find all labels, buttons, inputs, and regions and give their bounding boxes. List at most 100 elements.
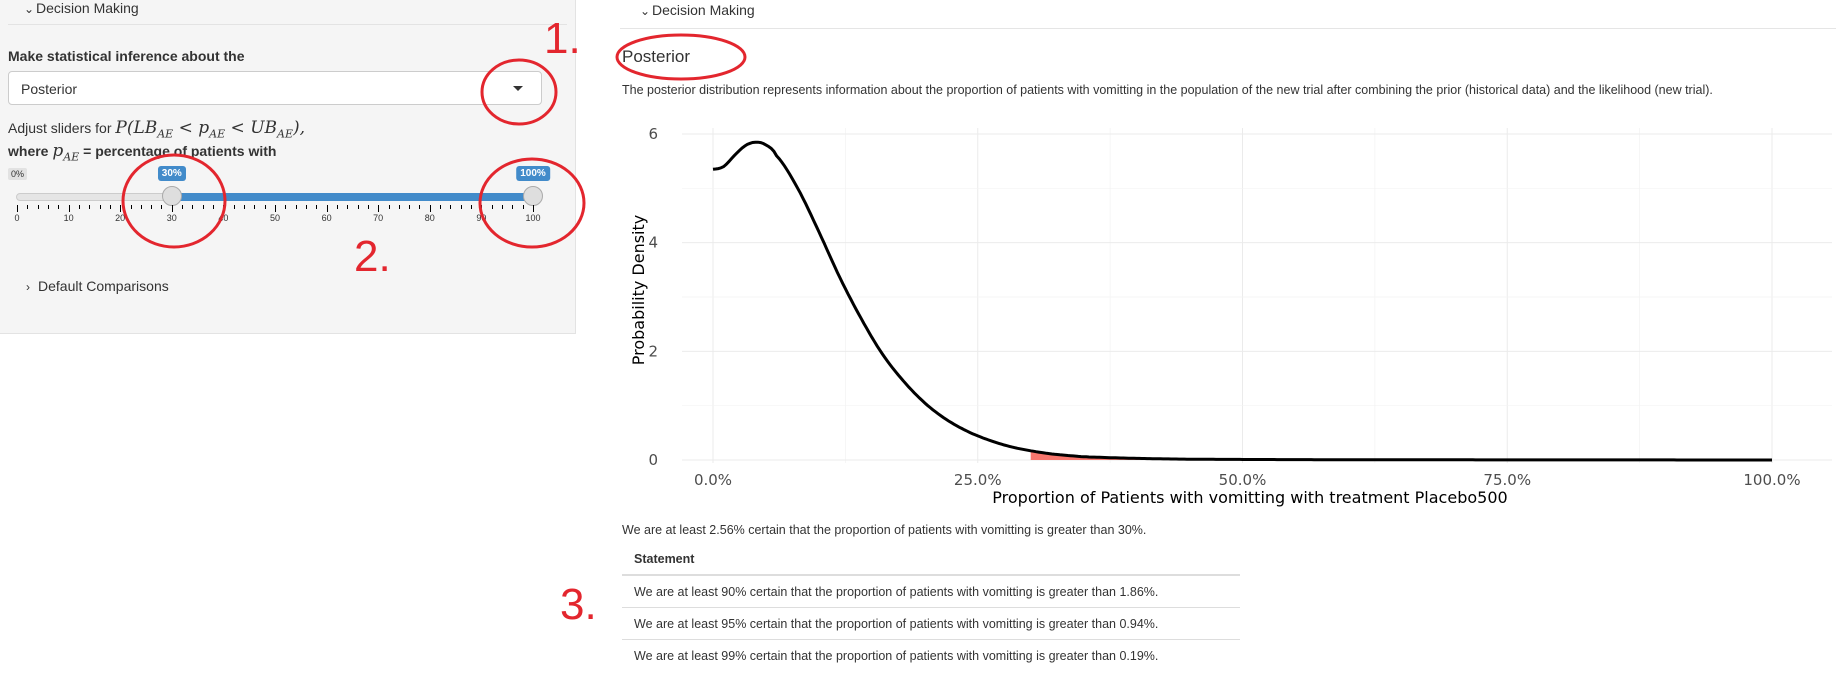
slider-tick-mark [17, 205, 18, 212]
x-tick-label: 75.0% [1483, 471, 1531, 489]
slider-tick-mark [347, 205, 349, 209]
help2-prefix: where [8, 143, 49, 159]
slider-tick-mark [491, 205, 493, 209]
x-tick-label: 0.0% [694, 471, 732, 489]
statement-cell: We are at least 99% certain that the pro… [622, 639, 1240, 671]
slider-tick-mark [109, 205, 111, 209]
caret-down-icon [513, 86, 523, 91]
slider-tick-mark [357, 205, 359, 209]
slider-help-text: Adjust sliders for P(LBAE < pAE < UBAE), [8, 118, 305, 140]
main-decision-making-toggle[interactable]: ⌄ Decision Making [640, 2, 755, 18]
slider-tick-mark [89, 205, 91, 209]
chevron-right-icon: › [26, 280, 30, 294]
math-part: ), [293, 118, 306, 138]
table-row: We are at least 99% certain that the pro… [622, 639, 1240, 671]
slider-tick-mark [295, 205, 297, 209]
slider-range-fill [171, 193, 533, 201]
slider-tick-mark [264, 205, 266, 209]
inference-select[interactable]: Posterior [8, 71, 542, 105]
certainty-statement: We are at least 2.56% certain that the p… [622, 523, 1147, 537]
y-tick-label: 2 [648, 342, 658, 360]
range-slider[interactable]: 0% 30% 100% 0 10 20 30 40 50 60 70 80 90 100 [8, 163, 550, 223]
table-header-row: Statement [622, 544, 1240, 576]
slider-tick-mark [388, 205, 390, 209]
math-part: P(LB [115, 118, 158, 138]
slider-tick-mark [305, 205, 307, 209]
slider-tick-mark [450, 205, 452, 209]
slider-tick-mark [192, 205, 194, 209]
slider-tick-mark [398, 205, 400, 209]
slider-tick-label: 0 [14, 213, 20, 223]
slider-tick-label: 20 [115, 213, 126, 223]
slider-tick-mark [378, 205, 380, 212]
y-tick-label: 4 [648, 234, 658, 252]
slider-tick-label: 90 [476, 213, 487, 223]
decision-making-toggle[interactable]: ⌄ Decision Making [24, 0, 139, 16]
slider-tick-mark [78, 205, 80, 209]
statement-table: Statement We are at least 90% certain th… [622, 544, 1240, 671]
posterior-density-chart: 0.0% 25.0% 50.0% 75.0% 100.0% 0 2 4 6 Proportion … [629, 125, 1832, 507]
slider-tick-label: 100 [525, 213, 541, 223]
math-sub: AE [277, 127, 293, 141]
slider-tick-mark [130, 205, 132, 209]
slider-tick-mark [440, 205, 442, 209]
shaded-probability-area [1030, 450, 1772, 460]
slider-tick-mark [140, 205, 142, 209]
slider-tick-mark [409, 205, 411, 209]
inference-label: Make statistical inference about the [8, 48, 245, 64]
slider-tick-mark [481, 205, 483, 212]
slider-tick-mark [161, 205, 163, 209]
slider-tick-mark [522, 205, 524, 209]
table-row: We are at least 95% certain that the pro… [622, 607, 1240, 640]
chevron-down-icon: ⌄ [640, 4, 651, 18]
slider-tick-mark [419, 205, 421, 209]
math-part: < p [173, 118, 210, 138]
annotation-number-2: 2. [354, 232, 391, 281]
slider-tick-mark [429, 205, 431, 212]
slider-tick-mark [213, 205, 215, 209]
x-tick-label: 50.0% [1219, 471, 1267, 489]
slider-tick-mark [233, 205, 235, 209]
chevron-down-icon: ⌄ [24, 2, 35, 16]
y-axis-title: Probability Density [629, 215, 648, 366]
main-decision-making-label: Decision Making [652, 2, 755, 18]
statement-cell: We are at least 90% certain that the pro… [622, 574, 1240, 608]
help-math: P(LBAE < pAE < UBAE), [115, 118, 306, 141]
y-tick-label: 6 [648, 125, 658, 143]
slider-low-handle[interactable] [161, 186, 182, 206]
slider-tick-mark [223, 205, 225, 212]
annotation-number-1: 1. [544, 14, 581, 63]
math-sub: AE [209, 127, 226, 141]
help2-math: pAE [52, 141, 80, 164]
slider-tick-mark [202, 205, 204, 209]
slider-tick-mark [502, 205, 504, 209]
slider-tick-label: 60 [321, 213, 332, 223]
slider-help-text-2: where pAE = percentage of patients with [8, 141, 276, 163]
page-title: Posterior [622, 47, 691, 66]
slider-tick-label: 70 [373, 213, 384, 223]
slider-high-value: 100% [516, 166, 550, 181]
slider-tick-mark [58, 205, 60, 209]
slider-tick-mark [120, 205, 122, 212]
divider [8, 24, 567, 25]
slider-high-handle[interactable] [523, 186, 543, 206]
slider-tick-label: 10 [63, 213, 74, 223]
divider [620, 28, 1836, 29]
density-line [712, 140, 1772, 462]
slider-tick-mark [182, 205, 184, 209]
slider-tick-label: 80 [424, 213, 435, 223]
slider-tick-mark [151, 205, 153, 209]
y-tick-label: 0 [648, 451, 658, 469]
slider-tick-mark [99, 205, 101, 209]
slider-tick-mark [47, 205, 49, 209]
slider-low-value: 30% [157, 166, 186, 181]
default-comparisons-toggle[interactable]: › Default Comparisons [26, 278, 169, 294]
math-sub: AE [63, 150, 80, 164]
help2-suffix: = percentage of patients with [83, 143, 277, 159]
slider-tick-mark [336, 205, 338, 209]
x-axis-title: Proportion of Patients with vomitting wi… [992, 488, 1507, 507]
posterior-description: The posterior distribution represents in… [622, 83, 1713, 97]
slider-tick-mark [326, 205, 328, 212]
slider-tick-mark [460, 205, 462, 209]
slider-tick-mark [244, 205, 246, 209]
